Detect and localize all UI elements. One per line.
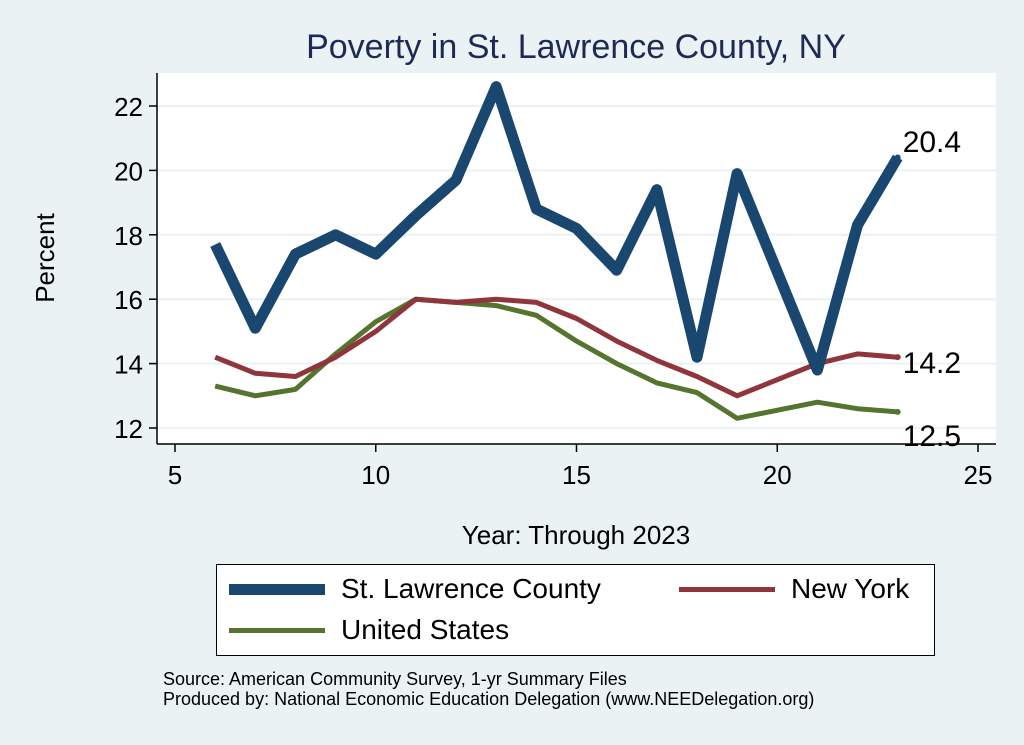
line-chart: 12 14 16 18 20 22 5 10 15 20 25 Poverty in St. Lawr… [30, 28, 996, 550]
source-note: Source: American Community Survey, 1-yr … [163, 669, 627, 689]
legend-swatch-united-states [229, 627, 325, 633]
legend-label-st-lawrence: St. Lawrence County [341, 573, 601, 604]
y-tick-label: 16 [114, 285, 143, 315]
y-tick-label: 12 [114, 414, 143, 444]
x-tick-label: 15 [562, 460, 591, 490]
series-line-new-york [214, 296, 898, 399]
legend-item-st-lawrence: St. Lawrence County [229, 573, 601, 605]
end-label-united-states: 12.5 [903, 420, 961, 453]
legend-item-new-york: New York [679, 573, 909, 605]
end-point-marker [894, 354, 901, 361]
end-point-marker [894, 154, 901, 161]
x-tick-label: 10 [361, 460, 390, 490]
plot-area [157, 73, 996, 444]
y-tick-label: 18 [114, 221, 143, 251]
end-point-marker [894, 408, 901, 415]
x-tick-label: 25 [964, 460, 993, 490]
legend-label-united-states: United States [341, 614, 510, 645]
x-axis-label: Year: Through 2023 [462, 520, 690, 550]
chart-legend: St. Lawrence County New York United Stat… [216, 564, 935, 656]
series-line-st-lawrence [210, 81, 903, 376]
y-tick-label: 22 [114, 92, 143, 122]
legend-swatch-st-lawrence [229, 583, 325, 595]
y-tick-label: 20 [114, 156, 143, 186]
legend-label-new-york: New York [791, 573, 910, 604]
end-label-new-york: 14.2 [903, 347, 961, 380]
x-tick-label: 5 [168, 460, 182, 490]
y-axis-label: Percent [30, 212, 60, 302]
y-tick-label: 14 [114, 350, 143, 380]
chart-title: Poverty in St. Lawrence County, NY [306, 28, 846, 66]
produced-by-note: Produced by: National Economic Education… [163, 689, 815, 709]
chart-notes: Source: American Community Survey, 1-yr … [163, 669, 814, 709]
legend-swatch-new-york [679, 586, 775, 592]
x-tick-label: 20 [763, 460, 792, 490]
legend-item-united-states: United States [229, 614, 509, 646]
end-label-st-lawrence: 20.4 [903, 126, 961, 159]
